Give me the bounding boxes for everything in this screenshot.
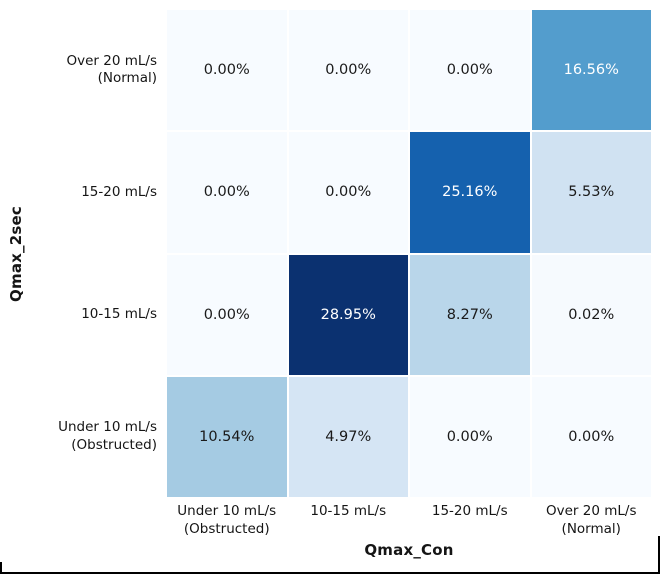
heatmap-cell: 0.00%	[288, 132, 408, 253]
x-tick-label: 15-20 mL/s	[431, 503, 508, 519]
heatmap-cell: 28.95%	[288, 254, 408, 375]
heatmap-cell: 4.97%	[288, 376, 408, 497]
heatmap-cell: 16.56%	[531, 10, 651, 131]
y-tick-label: 15-20 mL/s	[81, 183, 157, 200]
heatmap-cell: 0.02%	[531, 254, 651, 375]
heatmap-cell: 0.00%	[288, 10, 408, 131]
y-axis-label: Qmax_2sec	[0, 10, 32, 497]
heatmap-grid: 0.00% 0.00% 0.00% 16.56% 0.00% 0.00% 25.16% 5.5…	[167, 10, 651, 497]
heatmap-cell: 0.00%	[167, 132, 287, 253]
heatmap-cell: 0.00%	[410, 10, 530, 131]
heatmap-cell: 0.00%	[531, 376, 651, 497]
x-axis-label: Qmax_Con	[364, 541, 454, 559]
window-bottom-border	[0, 572, 660, 574]
heatmap-cell: 5.53%	[531, 132, 651, 253]
x-tick-label: 10-15 mL/s	[310, 503, 387, 519]
y-tick-label: Under 10 mL/s (Obstructed)	[58, 419, 157, 453]
y-axis-label-text: Qmax_2sec	[7, 205, 26, 302]
heatmap-cell: 0.00%	[167, 254, 287, 375]
window-corner-left	[0, 562, 2, 574]
heatmap-cell: 0.00%	[410, 376, 530, 497]
heatmap-cell: 0.00%	[167, 10, 287, 131]
x-tick-labels: Under 10 mL/s (Obstructed) 10-15 mL/s 15-2…	[167, 503, 651, 538]
y-tick-label: Over 20 mL/s (Normal)	[66, 52, 158, 87]
y-tick-label: 10-15 mL/s	[81, 305, 157, 322]
x-tick-label: Over 20 mL/s (Normal)	[546, 503, 637, 537]
heatmap-cell: 8.27%	[410, 254, 530, 375]
window-corner-right	[658, 536, 660, 574]
x-tick-label: Under 10 mL/s (Obstructed)	[177, 503, 277, 537]
heatmap-cell: 10.54%	[167, 376, 287, 497]
heatmap-cell: 25.16%	[410, 132, 530, 253]
y-tick-labels: Over 20 mL/s (Normal) 15-20 mL/s 10-15 mL/…	[30, 10, 159, 497]
